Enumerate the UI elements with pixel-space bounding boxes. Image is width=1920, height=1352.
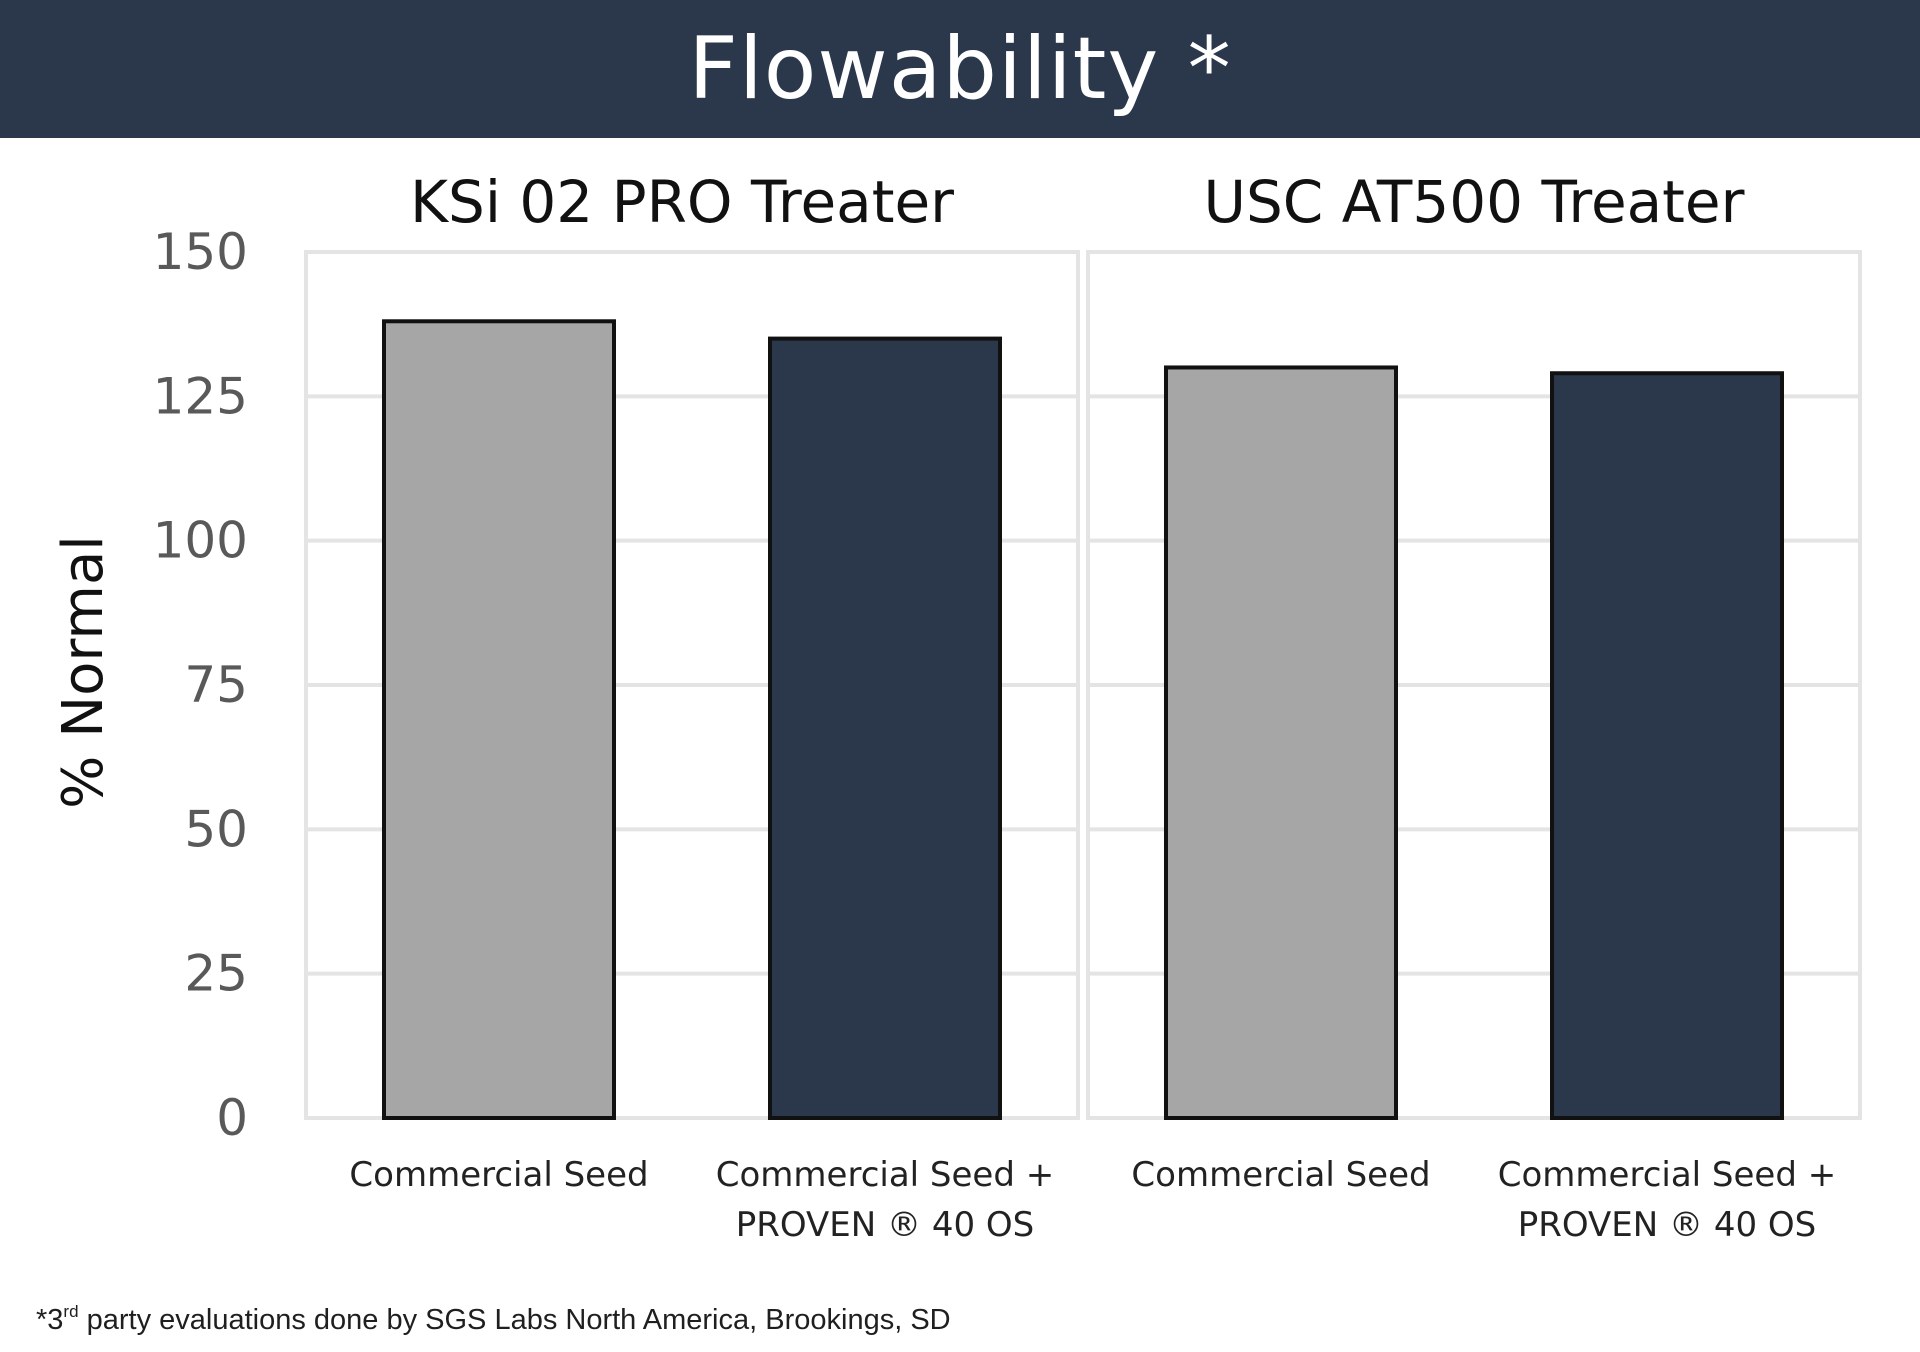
y-tick-label: 100	[153, 512, 248, 570]
category-label: PROVEN ® 40 OS	[736, 1205, 1035, 1245]
footnote-prefix: *3	[36, 1304, 64, 1336]
category-label: Commercial Seed +	[716, 1155, 1054, 1195]
y-tick-label: 25	[184, 945, 248, 1003]
panel-title-1: KSi 02 PRO Treater	[410, 168, 954, 236]
category-label: Commercial Seed	[1131, 1155, 1430, 1195]
footnote: *3rd party evaluations done by SGS Labs …	[36, 1302, 951, 1337]
y-tick-label: 75	[184, 656, 248, 714]
footnote-superscript: rd	[63, 1302, 79, 1321]
y-tick-label: 125	[153, 367, 248, 425]
bar-2-1	[1164, 365, 1398, 1120]
category-label: Commercial Seed +	[1498, 1155, 1836, 1195]
category-label: Commercial Seed	[349, 1155, 648, 1195]
y-tick-label: 0	[216, 1089, 248, 1147]
footnote-text: party evaluations done by SGS Labs North…	[78, 1304, 951, 1336]
y-tick-label: 150	[153, 223, 248, 281]
y-axis-label: % Normal	[51, 535, 116, 809]
category-label: PROVEN ® 40 OS	[1518, 1205, 1817, 1245]
header-bar: Flowability *	[0, 0, 1920, 138]
chart-title: Flowability *	[688, 19, 1232, 119]
bar-2-2	[1550, 371, 1784, 1120]
panel-title-2: USC AT500 Treater	[1204, 168, 1745, 236]
y-tick-label: 50	[184, 800, 248, 858]
bar-1-1	[382, 319, 616, 1120]
bar-1-2	[768, 336, 1002, 1121]
